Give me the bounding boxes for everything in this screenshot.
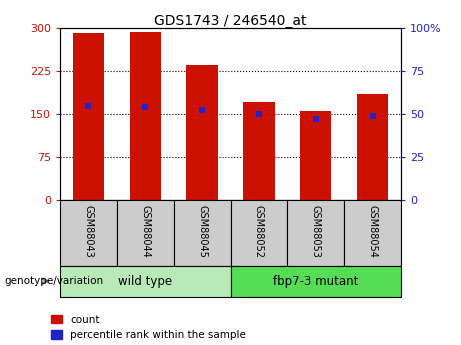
Bar [344,200,401,266]
Text: fbp7-3 mutant: fbp7-3 mutant [273,275,359,288]
Bar [357,94,388,200]
Bar [186,65,218,200]
Text: genotype/variation: genotype/variation [5,276,104,286]
Point [142,104,149,110]
Bar [73,33,104,200]
Legend: count, percentile rank within the sample: count, percentile rank within the sample [51,315,246,340]
Bar [60,200,117,266]
Bar [230,266,401,297]
Text: GSM88043: GSM88043 [83,205,94,258]
Bar [130,32,161,200]
Text: GSM88045: GSM88045 [197,205,207,258]
Text: GDS1743 / 246540_at: GDS1743 / 246540_at [154,14,307,28]
Text: GSM88053: GSM88053 [311,205,321,258]
Bar [117,200,174,266]
Point [85,104,92,109]
Text: GSM88054: GSM88054 [367,205,378,258]
Point [198,107,206,112]
Text: wild type: wild type [118,275,172,288]
Bar [174,200,230,266]
Bar [230,200,287,266]
Text: GSM88044: GSM88044 [140,205,150,258]
Point [255,111,263,117]
Bar [60,266,230,297]
Bar [243,102,275,200]
Point [369,113,376,118]
Bar [300,111,331,200]
Text: GSM88052: GSM88052 [254,205,264,258]
Bar [287,200,344,266]
Point [312,116,319,122]
